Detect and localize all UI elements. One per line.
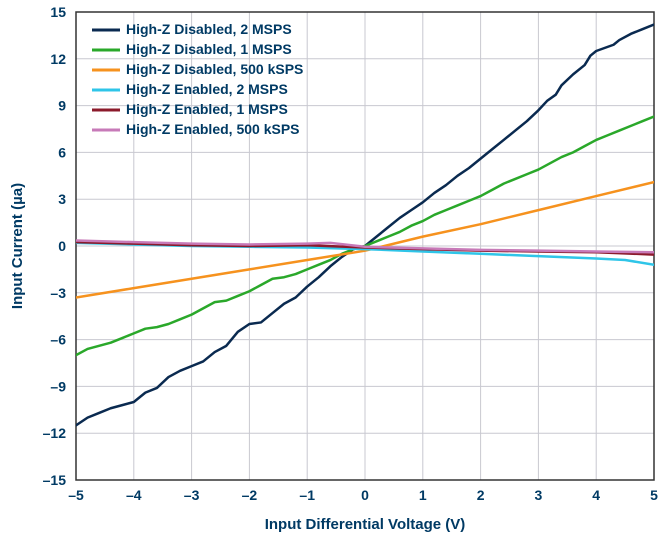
line-chart: –5–4–3–2–1012345–15–12–9–6–303691215Inpu… xyxy=(0,0,668,539)
chart-svg: –5–4–3–2–1012345–15–12–9–6–303691215Inpu… xyxy=(0,0,668,539)
